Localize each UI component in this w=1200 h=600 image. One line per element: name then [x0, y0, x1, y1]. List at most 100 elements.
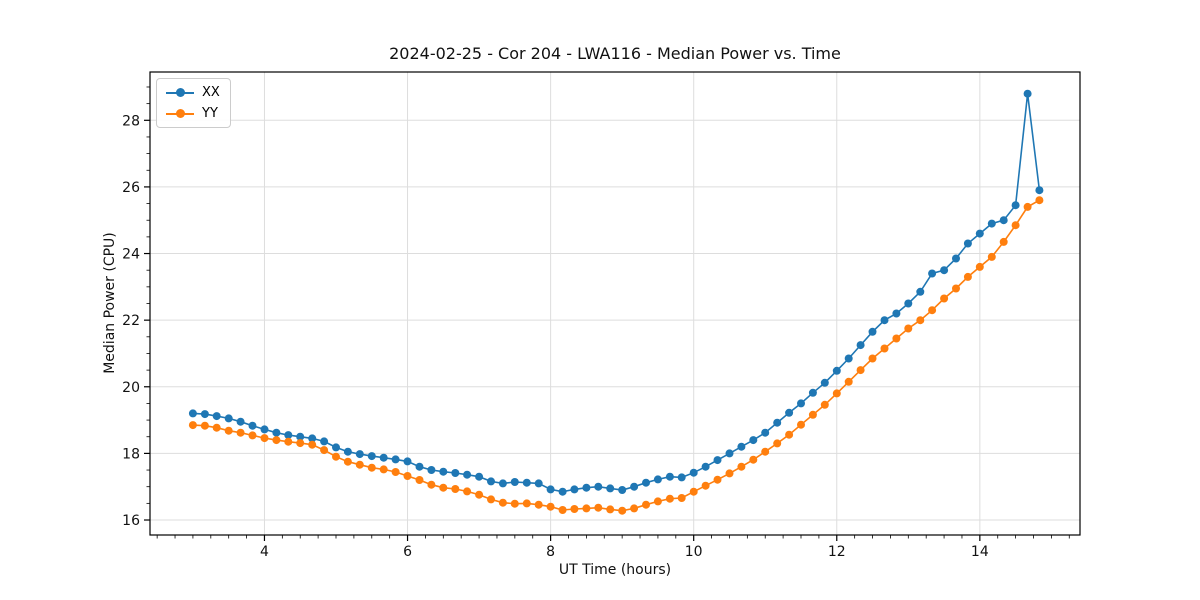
series-yy-marker [188, 421, 197, 430]
series-yy-marker [892, 334, 901, 343]
series-xx-marker [987, 219, 996, 228]
series-xx-marker [677, 473, 686, 482]
series-yy-marker [749, 455, 758, 464]
y-tick-label: 26 [122, 180, 140, 196]
series-xx-marker [248, 421, 257, 430]
series-xx-marker [510, 478, 519, 486]
y-tick-label: 28 [122, 113, 140, 129]
series-xx-marker [379, 453, 388, 462]
series-xx-marker [713, 456, 722, 465]
series-xx-marker [773, 418, 782, 427]
axes-spines [149, 71, 1081, 536]
series-xx-marker [332, 443, 340, 452]
series-xx-marker [653, 475, 662, 484]
series-xx-marker [892, 309, 901, 318]
series-yy-marker [391, 468, 400, 476]
series-yy-marker [773, 439, 782, 448]
series-xx-marker [296, 432, 305, 441]
series-xx-marker [212, 412, 221, 421]
series-xx-marker [355, 450, 364, 459]
series-xx-marker [427, 466, 436, 474]
series-xx-marker [308, 434, 317, 443]
series-yy-marker [487, 495, 495, 504]
series-xx-marker [415, 462, 424, 471]
series-yy-marker [379, 465, 388, 474]
series-yy-marker [463, 487, 472, 496]
series-yy-marker [260, 434, 269, 443]
series-yy-marker [725, 469, 734, 478]
series-yy-marker [642, 500, 650, 509]
series-yy-marker [928, 306, 937, 315]
y-axis-label: Median Power (CPU) [102, 232, 118, 374]
series-xx-marker [963, 239, 972, 248]
series-xx-marker [701, 462, 710, 471]
series-yy-marker [403, 472, 412, 480]
series-xx-marker [272, 428, 281, 437]
series-yy-marker [582, 504, 591, 513]
series-yy-marker [761, 447, 770, 456]
series-yy-marker [665, 494, 674, 503]
series-yy-marker [820, 400, 829, 409]
series-xx-marker [320, 437, 329, 446]
series-yy-marker [498, 498, 507, 507]
series-yy-marker [975, 262, 984, 271]
series-yy-marker [522, 499, 531, 508]
series-xx-marker [260, 425, 269, 434]
series-yy-marker [570, 505, 579, 513]
series-xx-marker [582, 483, 591, 492]
series-yy-marker [618, 506, 627, 515]
series-yy-marker [701, 481, 710, 490]
series-xx-marker [367, 452, 376, 461]
series-xx-marker [594, 482, 603, 491]
series-yy-line [192, 199, 1040, 512]
series-yy-marker [1023, 202, 1032, 211]
series-xx-marker [391, 455, 400, 464]
series-xx-marker [642, 478, 650, 487]
legend-label-xx: XX [202, 85, 220, 100]
series-xx-marker [975, 229, 984, 238]
series-yy-marker [236, 428, 245, 437]
chart-title: 2024-02-25 - Cor 204 - LWA116 - Median P… [389, 44, 841, 63]
series-xx-marker [558, 487, 567, 496]
series-xx-marker [1011, 201, 1020, 210]
series-xx-marker [737, 442, 746, 451]
series-yy-marker [308, 440, 317, 449]
series-yy-marker [284, 437, 293, 446]
series-xx-marker [1023, 89, 1032, 98]
series-xx-marker [808, 388, 817, 397]
series-yy-marker [856, 366, 865, 375]
series-yy-marker [248, 431, 257, 440]
series-yy-marker [1011, 221, 1020, 230]
series-xx-marker [498, 479, 507, 488]
series-yy-marker [952, 284, 960, 293]
series-yy-marker [546, 502, 555, 511]
series-yy-marker [987, 252, 996, 261]
y-tick-label: 18 [122, 446, 140, 462]
series-yy-marker [808, 410, 817, 419]
y-tick-label: 24 [122, 247, 140, 263]
series-yy-marker [868, 354, 877, 363]
series-xx-marker [940, 266, 949, 275]
series-xx-marker [832, 366, 841, 375]
series-yy-marker [415, 476, 424, 484]
series-yy-marker [594, 503, 603, 512]
x-tick-label: 4 [260, 544, 269, 560]
series-xx-marker [928, 269, 937, 278]
series-xx-line [192, 93, 1041, 493]
x-tick-label: 14 [971, 544, 989, 560]
series-xx-marker [546, 485, 555, 494]
series-xx-marker [725, 449, 734, 458]
series-xx-marker [880, 316, 889, 325]
series-yy-marker [737, 462, 746, 471]
series-xx-marker [665, 472, 674, 481]
series-xx-marker [1035, 186, 1044, 195]
series-yy-marker [272, 436, 281, 445]
series-yy-marker [653, 497, 662, 506]
series-yy-marker [451, 485, 460, 493]
series-xx-marker [797, 399, 805, 408]
series-xx-marker [761, 428, 770, 437]
series-yy-marker [904, 324, 913, 333]
series-yy-marker [427, 480, 436, 489]
series-yy-marker [713, 475, 722, 484]
